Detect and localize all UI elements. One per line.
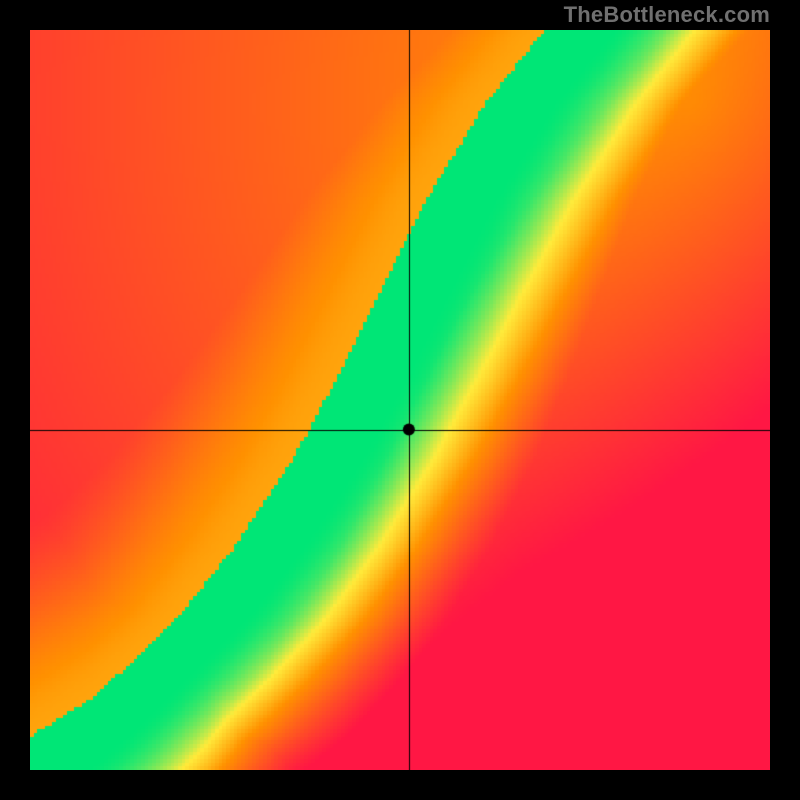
bottleneck-heatmap — [30, 30, 770, 770]
chart-frame: TheBottleneck.com — [0, 0, 800, 800]
watermark-text: TheBottleneck.com — [564, 2, 770, 28]
